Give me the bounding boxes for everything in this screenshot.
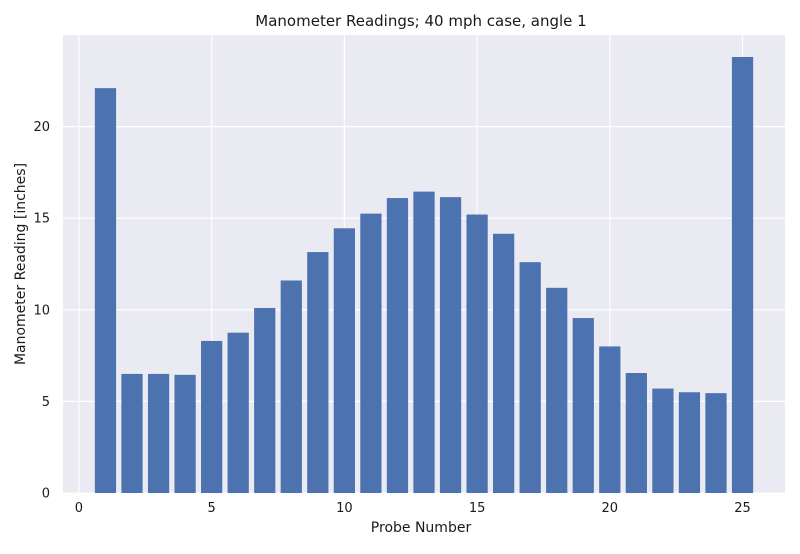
- x-tick-label: 0: [75, 501, 83, 516]
- bar-probe-16: [493, 233, 515, 493]
- bars: [94, 56, 754, 494]
- bar-probe-4: [174, 374, 196, 493]
- bar-probe-22: [652, 388, 674, 493]
- y-tick-labels: 0 5 10 15 20: [33, 120, 50, 501]
- bar-probe-19: [572, 318, 594, 493]
- chart-title: Manometer Readings; 40 mph case, angle 1: [255, 12, 586, 30]
- y-tick-label: 5: [42, 395, 50, 410]
- bar-probe-3: [147, 373, 170, 493]
- bar-probe-25: [731, 56, 754, 493]
- x-tick-label: 20: [602, 501, 619, 516]
- bar-probe-17: [519, 262, 541, 493]
- bar-probe-6: [227, 332, 249, 493]
- bar-probe-8: [280, 280, 302, 493]
- bar-probe-21: [625, 373, 647, 493]
- bar-probe-11: [360, 213, 382, 493]
- bar-probe-18: [546, 287, 568, 493]
- bar-probe-1: [94, 88, 117, 494]
- x-tick-labels: 0 5 10 15 20 25: [75, 501, 751, 516]
- bar-probe-7: [254, 307, 276, 493]
- bar-probe-14: [439, 197, 462, 493]
- x-tick-label: 15: [469, 501, 486, 516]
- bar-probe-23: [678, 392, 701, 493]
- bar-probe-13: [413, 191, 435, 494]
- bar-probe-15: [466, 214, 488, 493]
- bar-probe-20: [599, 346, 621, 493]
- x-tick-label: 5: [208, 501, 216, 516]
- y-tick-label: 15: [33, 212, 50, 227]
- bar-probe-24: [705, 393, 727, 493]
- bar-probe-2: [121, 373, 143, 493]
- bar-probe-10: [333, 228, 355, 493]
- x-tick-label: 25: [734, 501, 751, 516]
- bar-probe-9: [307, 252, 329, 493]
- bar-probe-12: [386, 198, 409, 493]
- x-axis-title: Probe Number: [371, 520, 472, 536]
- y-axis-title: Manometer Reading [inches]: [13, 163, 29, 365]
- y-tick-label: 20: [33, 120, 50, 135]
- y-tick-label: 10: [33, 303, 50, 318]
- y-tick-label: 0: [42, 487, 50, 502]
- x-tick-label: 10: [336, 501, 353, 516]
- bar-probe-5: [201, 340, 223, 493]
